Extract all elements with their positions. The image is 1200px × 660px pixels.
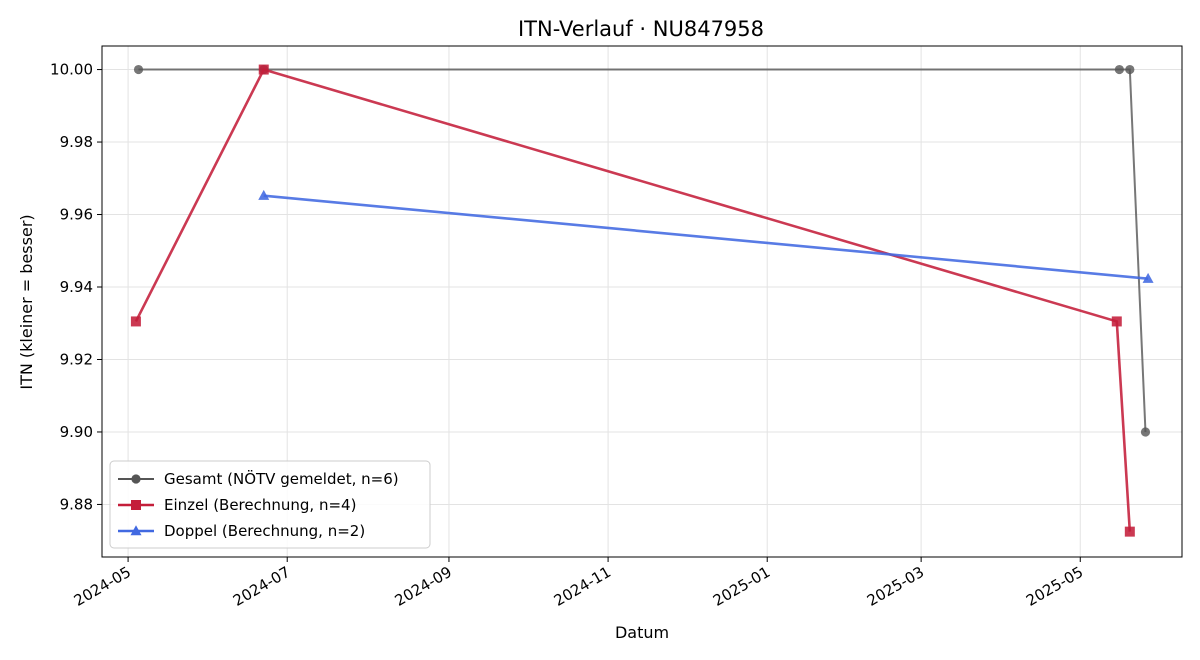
data-point	[1114, 64, 1124, 75]
legend: Gesamt (NÖTV gemeldet, n=6) Einzel (Berec…	[109, 460, 431, 549]
data-point	[258, 64, 269, 75]
y-tick-label: 9.88	[60, 495, 93, 513]
series-layer	[130, 64, 1154, 537]
data-point	[1142, 272, 1154, 283]
legend-label: Einzel (Berechnung, n=4)	[164, 496, 356, 514]
data-point	[258, 189, 270, 200]
chart-title: ITN-Verlauf · NU847958	[518, 17, 764, 41]
data-point	[130, 316, 141, 327]
legend-label: Doppel (Berechnung, n=2)	[164, 522, 365, 540]
y-tick-label: 9.96	[60, 206, 93, 224]
x-axis-label: Datum	[615, 623, 669, 642]
y-axis-label: ITN (kleiner = besser)	[17, 214, 36, 389]
y-tick-label: 9.90	[60, 423, 93, 441]
series-triangle	[258, 189, 1154, 283]
series-line	[134, 68, 1132, 532]
series-square	[130, 64, 1135, 537]
data-point	[133, 64, 144, 75]
legend-item: Doppel (Berechnung, n=2)	[118, 522, 365, 540]
x-tick-label: 2024-07	[230, 563, 293, 610]
series-line	[263, 194, 1149, 280]
x-tick-label: 2024-09	[392, 563, 455, 610]
legend-item: Einzel (Berechnung, n=4)	[118, 496, 356, 514]
y-tick-label: 9.98	[60, 133, 93, 151]
y-tick-label: 10.00	[50, 61, 93, 79]
data-point	[1124, 526, 1135, 537]
series-line	[138, 68, 1147, 433]
y-tick-label: 9.92	[60, 350, 93, 368]
plot-frame	[101, 45, 1183, 558]
series-circle	[133, 64, 1151, 437]
legend-marker	[131, 474, 141, 484]
x-tick-label: 2025-05	[1023, 563, 1086, 610]
x-tick-label: 2025-03	[864, 563, 927, 610]
data-point	[1125, 64, 1135, 75]
data-point	[1111, 316, 1122, 327]
legend-item: Gesamt (NÖTV gemeldet, n=6)	[118, 469, 399, 488]
y-tick-label: 9.94	[60, 278, 93, 296]
legend-label: Gesamt (NÖTV gemeldet, n=6)	[164, 469, 399, 488]
legend-marker	[131, 500, 141, 510]
legend-box	[109, 460, 431, 549]
x-tick-label: 2025-01	[710, 563, 773, 610]
x-tick-label: 2024-11	[551, 563, 614, 610]
data-point	[1140, 427, 1151, 437]
x-tick-label: 2024-05	[71, 563, 134, 610]
legend-marker	[130, 525, 142, 536]
